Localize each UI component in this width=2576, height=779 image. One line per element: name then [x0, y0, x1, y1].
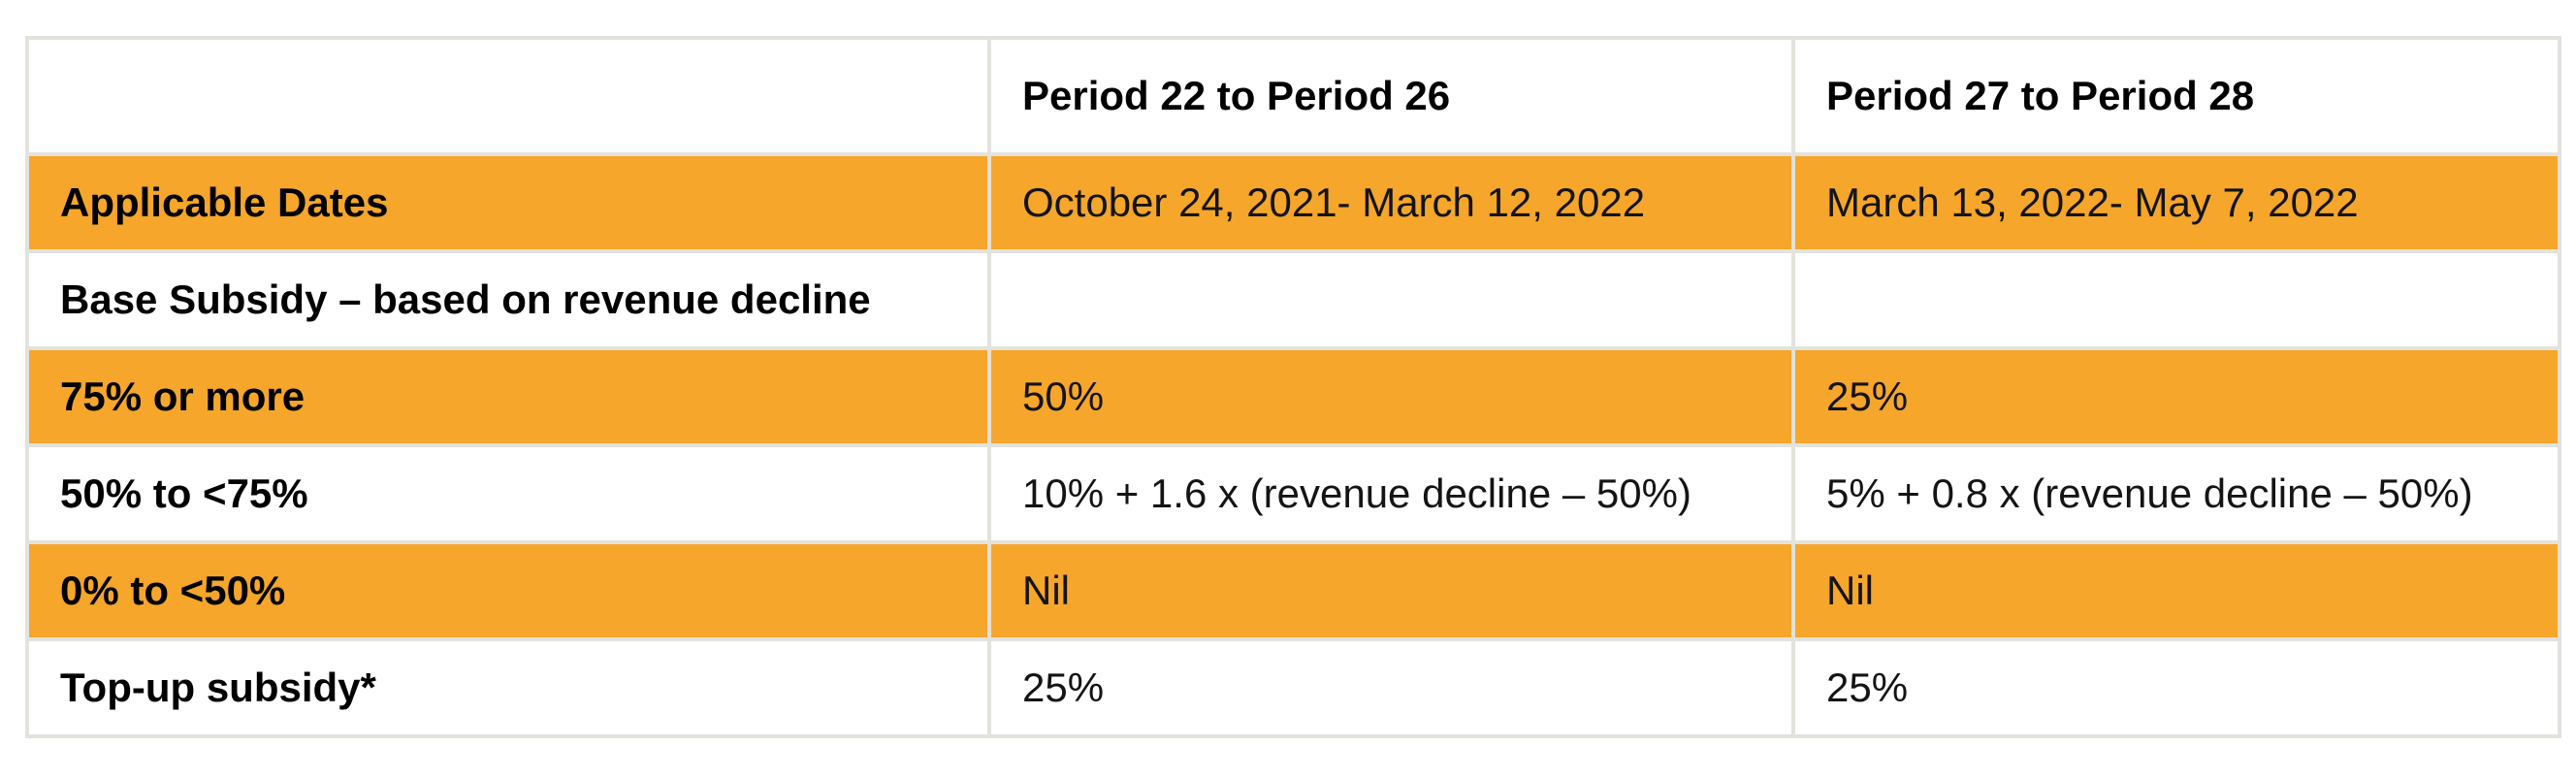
row-applicable-dates: Applicable Dates October 24, 2021- March… — [25, 152, 2561, 253]
cell-applicable-dates-p27-28: March 13, 2022- May 7, 2022 — [1791, 152, 2561, 253]
row-50-to-75: 50% to <75% 10% + 1.6 x (revenue decline… — [25, 443, 2561, 544]
row-top-up-subsidy: Top-up subsidy* 25% 25% — [25, 637, 2561, 738]
subsidy-rate-table: Period 22 to Period 26 Period 27 to Peri… — [25, 36, 2561, 738]
cell-0-to-50-p27-28: Nil — [1791, 540, 2561, 641]
cell-top-up-subsidy-p22-26: 25% — [987, 637, 1795, 738]
header-cell-period-27-28: Period 27 to Period 28 — [1791, 36, 2561, 156]
cell-base-subsidy-p27-28 — [1791, 249, 2561, 350]
row-0-to-50: 0% to <50% Nil Nil — [25, 540, 2561, 641]
row-base-subsidy: Base Subsidy – based on revenue decline — [25, 249, 2561, 350]
cell-75-or-more-p27-28: 25% — [1791, 346, 2561, 447]
row-label-75-or-more: 75% or more — [25, 346, 991, 447]
row-label-base-subsidy: Base Subsidy – based on revenue decline — [25, 249, 991, 350]
cell-75-or-more-p22-26: 50% — [987, 346, 1795, 447]
cell-top-up-subsidy-p27-28: 25% — [1791, 637, 2561, 738]
cell-applicable-dates-p22-26: October 24, 2021- March 12, 2022 — [987, 152, 1795, 253]
header-cell-period-22-26: Period 22 to Period 26 — [987, 36, 1795, 156]
cell-0-to-50-p22-26: Nil — [987, 540, 1795, 641]
header-cell-empty — [25, 36, 991, 156]
row-label-0-to-50: 0% to <50% — [25, 540, 991, 641]
header-row: Period 22 to Period 26 Period 27 to Peri… — [25, 36, 2561, 156]
cell-base-subsidy-p22-26 — [987, 249, 1795, 350]
row-label-top-up-subsidy: Top-up subsidy* — [25, 637, 991, 738]
cell-50-to-75-p22-26: 10% + 1.6 x (revenue decline – 50%) — [987, 443, 1795, 544]
cell-50-to-75-p27-28: 5% + 0.8 x (revenue decline – 50%) — [1791, 443, 2561, 544]
row-75-or-more: 75% or more 50% 25% — [25, 346, 2561, 447]
row-label-applicable-dates: Applicable Dates — [25, 152, 991, 253]
subsidy-rate-table-wrapper: Period 22 to Period 26 Period 27 to Peri… — [25, 36, 2561, 738]
row-label-50-to-75: 50% to <75% — [25, 443, 991, 544]
